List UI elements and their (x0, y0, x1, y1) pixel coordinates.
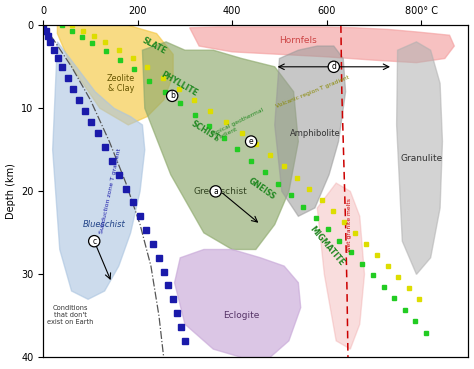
Text: Wet granite melts: Wet granite melts (347, 198, 352, 252)
Text: Amphibolite: Amphibolite (290, 129, 340, 138)
Text: Zeolite
& Clay: Zeolite & Clay (107, 74, 135, 93)
Polygon shape (174, 249, 301, 358)
Text: Eclogite: Eclogite (223, 311, 260, 320)
Y-axis label: Depth (km): Depth (km) (6, 163, 16, 219)
Polygon shape (397, 42, 442, 275)
Text: e: e (249, 137, 254, 146)
Polygon shape (53, 42, 145, 299)
Text: Hornfels: Hornfels (280, 36, 317, 45)
Text: Typical geothermal
gradient: Typical geothermal gradient (211, 107, 267, 142)
Text: SCHIST: SCHIST (190, 120, 221, 144)
Text: Greenschist: Greenschist (193, 187, 247, 196)
Text: SLATE: SLATE (140, 36, 167, 56)
Text: Conditions
that don't
exist on Earth: Conditions that don't exist on Earth (47, 305, 94, 325)
Text: Volcanic region T gradient: Volcanic region T gradient (275, 75, 350, 109)
Text: Granulite: Granulite (400, 154, 442, 163)
Polygon shape (275, 46, 346, 216)
Text: MIGMATITE: MIGMATITE (308, 225, 346, 268)
Text: Blueschist: Blueschist (83, 220, 126, 229)
Text: c: c (92, 237, 96, 246)
Polygon shape (57, 25, 173, 125)
Polygon shape (190, 27, 454, 63)
Text: b: b (170, 92, 174, 100)
Text: PHYLLITE: PHYLLITE (159, 70, 199, 98)
Text: Subduction zone T gradient: Subduction zone T gradient (99, 148, 122, 234)
Polygon shape (317, 183, 365, 349)
Text: GNEISS: GNEISS (246, 176, 277, 202)
Text: d: d (331, 62, 336, 71)
Text: a: a (213, 187, 218, 196)
Polygon shape (142, 42, 298, 249)
